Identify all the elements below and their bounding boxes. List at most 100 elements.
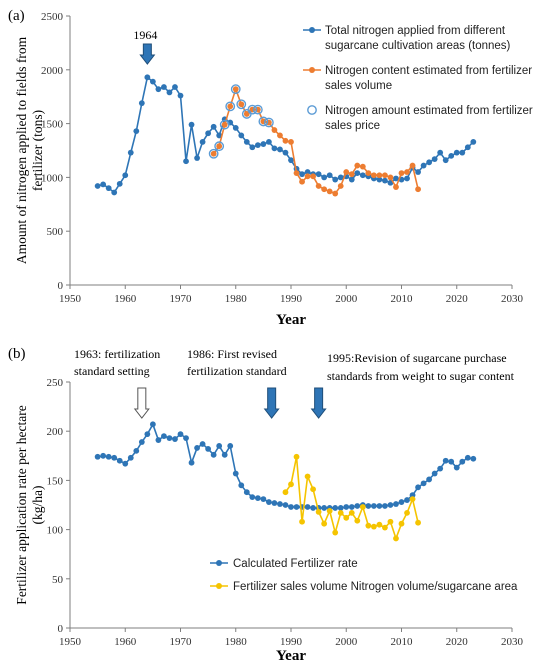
data-point — [304, 173, 311, 180]
data-point — [326, 172, 333, 179]
data-point — [105, 185, 112, 192]
y-tick-label: 100 — [47, 525, 64, 537]
data-point — [243, 489, 250, 496]
data-point — [138, 439, 145, 445]
data-point — [288, 504, 294, 510]
data-point — [426, 159, 433, 166]
data-point — [365, 170, 372, 176]
x-tick-label: 1980 — [225, 636, 248, 648]
y-tick-label: 50 — [52, 574, 64, 586]
data-point — [94, 183, 101, 189]
data-point — [415, 519, 421, 526]
data-point — [370, 172, 377, 179]
legend-label: Total nitrogen applied from different — [325, 25, 506, 37]
data-point-open — [230, 84, 241, 95]
data-point — [365, 503, 372, 509]
data-point-open — [219, 119, 230, 130]
data-point — [238, 132, 245, 139]
data-point — [282, 137, 289, 144]
data-point — [415, 484, 421, 491]
data-point — [343, 504, 350, 510]
x-tick-label: 2030 — [501, 636, 524, 648]
data-point — [299, 518, 305, 525]
data-point — [448, 152, 455, 159]
data-point — [393, 175, 399, 182]
data-point — [370, 523, 377, 530]
data-point — [133, 447, 140, 454]
data-point — [348, 509, 355, 516]
data-point — [415, 186, 421, 193]
x-tick-label: 2020 — [446, 293, 469, 305]
data-point — [321, 520, 328, 527]
data-point — [310, 486, 316, 493]
data-point — [376, 503, 383, 509]
data-point — [404, 509, 410, 516]
legend-label: Calculated Fertilizer rate — [233, 558, 358, 570]
data-point — [310, 173, 316, 180]
data-point — [376, 521, 383, 528]
data-point — [144, 74, 151, 81]
x-tick-label: 2000 — [335, 636, 358, 648]
data-point — [183, 158, 189, 165]
data-point — [393, 501, 399, 507]
data-point — [243, 138, 250, 145]
data-point — [127, 454, 134, 461]
legend-marker — [309, 67, 315, 73]
x-tick-label: 2000 — [335, 293, 358, 305]
y-tick-label: 2000 — [41, 65, 64, 77]
data-point — [343, 514, 350, 521]
data-point — [376, 176, 383, 183]
annotation-1995: 1995:Revision of sugarcane purchase — [327, 351, 507, 365]
annotation-arrow-1963 — [133, 387, 150, 419]
data-point — [332, 529, 339, 536]
data-point — [254, 495, 261, 502]
x-tick-label: 2010 — [391, 293, 414, 305]
data-point — [288, 157, 294, 164]
data-point — [199, 441, 206, 447]
data-point — [166, 89, 173, 96]
x-tick-label: 1960 — [114, 293, 137, 305]
annotation-1963: 1963: fertilization — [74, 347, 160, 361]
data-point — [343, 169, 350, 175]
data-point — [293, 453, 300, 460]
panel-label-a: (a) — [8, 8, 25, 24]
data-point-open — [258, 116, 269, 127]
data-point — [221, 121, 228, 128]
data-point — [282, 502, 289, 508]
x-axis-title: Year — [276, 648, 306, 664]
data-point — [459, 458, 466, 465]
y-tick-label: 1500 — [41, 119, 64, 131]
y-tick-label: 250 — [47, 377, 64, 389]
data-point — [304, 473, 311, 480]
y-tick-label: 2500 — [41, 11, 64, 23]
data-point — [348, 176, 355, 183]
data-point — [161, 433, 167, 440]
data-point — [398, 520, 405, 527]
data-point — [332, 176, 339, 183]
data-point — [464, 454, 471, 461]
y-tick-label: 0 — [58, 280, 64, 292]
data-point — [149, 78, 156, 85]
data-point — [382, 177, 388, 184]
data-point — [387, 174, 394, 181]
data-point — [404, 169, 410, 175]
data-point — [464, 144, 471, 151]
data-point — [359, 504, 366, 510]
x-tick-label: 1980 — [225, 293, 248, 305]
data-point — [382, 503, 388, 509]
data-point — [415, 169, 421, 175]
data-point — [111, 454, 118, 461]
data-point — [210, 123, 217, 130]
data-point — [205, 446, 212, 452]
data-point-open — [236, 99, 247, 110]
data-point — [321, 174, 328, 181]
data-point — [227, 443, 234, 449]
x-tick-label: 1990 — [280, 293, 303, 305]
data-point — [382, 524, 388, 531]
data-point — [216, 443, 223, 449]
data-point — [448, 458, 455, 465]
x-tick-label: 1970 — [170, 293, 193, 305]
x-tick-label: 1990 — [280, 636, 303, 648]
data-point — [332, 190, 339, 197]
x-tick-label: 1970 — [170, 636, 193, 648]
